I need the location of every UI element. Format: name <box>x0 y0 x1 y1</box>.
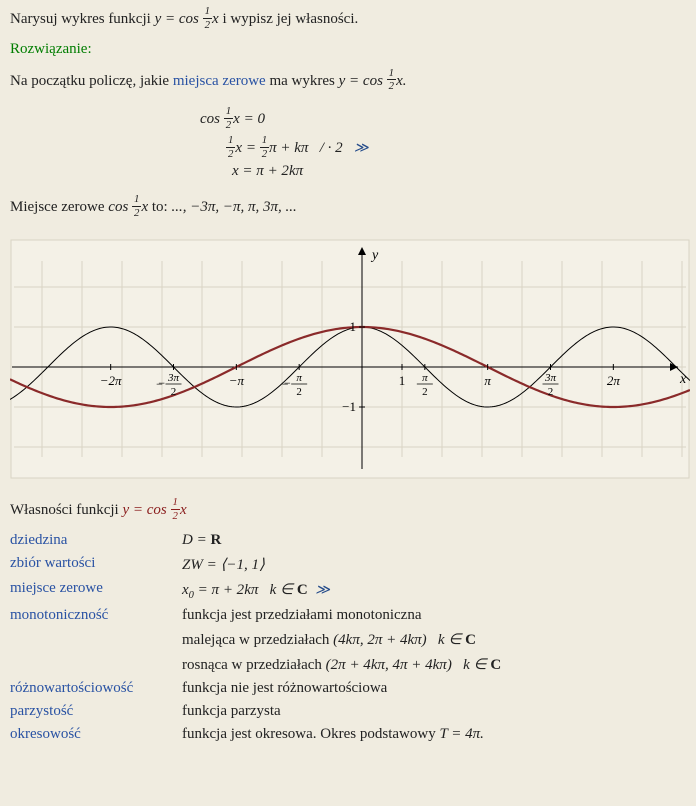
prop-value: funkcja nie jest różnowartościowa <box>182 680 686 697</box>
zeros-func: cos 12x <box>108 199 148 215</box>
title-func: y = cos 12x <box>155 11 219 27</box>
svg-text:π: π <box>296 372 302 384</box>
svg-text:2: 2 <box>422 386 428 398</box>
zeros-prefix: Miejsce zerowe <box>10 199 108 215</box>
intro-prefix: Na początku policzę, jakie <box>10 73 173 89</box>
prop-value: x0 = π + 2kπ k ∈ C ≫ <box>182 580 686 601</box>
title-prefix: Narysuj wykres funkcji <box>10 11 155 27</box>
svg-text:3π: 3π <box>167 372 180 384</box>
svg-text:2: 2 <box>171 386 177 398</box>
prop-row-parity: parzystość funkcja parzysta <box>10 703 686 720</box>
intro-func: y = cos 12x. <box>339 73 407 89</box>
zeros-to: to: <box>148 199 171 215</box>
solution-heading: Rozwiązanie: <box>10 41 686 58</box>
svg-text:−π: −π <box>229 373 245 388</box>
expand-icon[interactable]: ≫ <box>354 141 369 156</box>
title-suffix: i wypisz jej własności. <box>219 11 359 27</box>
eq-line-2: 12x = 12π + kπ / · 2 ≫ <box>200 135 686 160</box>
intro-suffix: ma wykres <box>266 73 339 89</box>
prop-label <box>10 655 182 674</box>
prop-label: parzystość <box>10 703 182 720</box>
function-chart: yx−2π−3π2−−π−π2−1π2π3π22π1−1 <box>10 239 690 479</box>
svg-text:−1: −1 <box>342 399 356 414</box>
prop-row-zeros: miejsce zerowe x0 = π + 2kπ k ∈ C ≫ <box>10 580 686 601</box>
prop-label: zbiór wartości <box>10 555 182 574</box>
svg-text:2: 2 <box>548 386 554 398</box>
eq-line-3: x = π + 2kπ <box>200 163 686 180</box>
svg-text:2: 2 <box>296 386 302 398</box>
prop-value: funkcja parzysta <box>182 703 686 720</box>
svg-text:y: y <box>370 248 379 263</box>
prop-row-range: zbiór wartości ZW = ⟨−1, 1⟩ <box>10 555 686 574</box>
zeros-list: ..., −3π, −π, π, 3π, ... <box>171 199 296 215</box>
intro-line: Na początku policzę, jakie miejsca zerow… <box>10 68 686 93</box>
prop-label: dziedzina <box>10 532 182 549</box>
prop-value: funkcja jest okresowa. Okres podstawowy … <box>182 726 686 743</box>
prop-row-period: okresowość funkcja jest okresowa. Okres … <box>10 726 686 743</box>
prop-value: D = R <box>182 532 686 549</box>
prop-label: monotoniczność <box>10 607 182 624</box>
prop-label: okresowość <box>10 726 182 743</box>
svg-text:1: 1 <box>399 373 406 388</box>
props-title-prefix: Własności funkcji <box>10 502 122 518</box>
prop-value: rosnąca w przedziałach (2π + 4kπ, 4π + 4… <box>182 655 686 674</box>
zeros-link[interactable]: miejsca zerowe <box>173 73 266 89</box>
eq-line-1: cos 12x = 0 <box>200 106 686 131</box>
prop-value: funkcja jest przedziałami monotoniczna <box>182 607 686 624</box>
svg-text:1: 1 <box>350 319 357 334</box>
prop-label <box>10 630 182 649</box>
prop-row-mono3: rosnąca w przedziałach (2π + 4kπ, 4π + 4… <box>10 655 686 674</box>
svg-text:−: − <box>282 377 289 391</box>
prop-row-mono: monotoniczność funkcja jest przedziałami… <box>10 607 686 624</box>
prop-label: różnowartościowość <box>10 680 182 697</box>
properties-title: Własności funkcji y = cos 12x <box>10 497 686 522</box>
svg-text:−: − <box>156 377 163 391</box>
chart-container: yx−2π−3π2−−π−π2−1π2π3π22π1−1 <box>10 239 686 479</box>
props-title-func: y = cos 12x <box>122 502 186 518</box>
zeros-sentence: Miejsce zerowe cos 12x to: ..., −3π, −π,… <box>10 194 686 219</box>
prop-row-mono2: malejąca w przedziałach (4kπ, 2π + 4kπ) … <box>10 630 686 649</box>
properties-table: dziedzina D = R zbiór wartości ZW = ⟨−1,… <box>10 532 686 743</box>
svg-text:3π: 3π <box>544 372 557 384</box>
prop-label: miejsce zerowe <box>10 580 182 601</box>
prop-value: malejąca w przedziałach (4kπ, 2π + 4kπ) … <box>182 630 686 649</box>
problem-title: Narysuj wykres funkcji y = cos 12x i wyp… <box>10 6 686 31</box>
prop-row-inj: różnowartościowość funkcja nie jest różn… <box>10 680 686 697</box>
expand-icon[interactable]: ≫ <box>315 583 330 598</box>
svg-text:−2π: −2π <box>100 373 122 388</box>
svg-text:π: π <box>422 372 428 384</box>
equation-block: cos 12x = 0 12x = 12π + kπ / · 2 ≫ x = π… <box>200 106 686 180</box>
svg-text:2π: 2π <box>607 373 621 388</box>
svg-text:π: π <box>484 373 491 388</box>
prop-value: ZW = ⟨−1, 1⟩ <box>182 555 686 574</box>
prop-row-domain: dziedzina D = R <box>10 532 686 549</box>
